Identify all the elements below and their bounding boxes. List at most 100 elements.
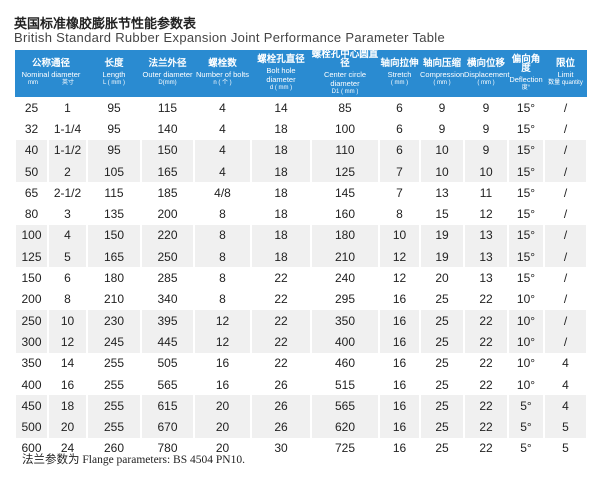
table-cell: 95 [86, 139, 142, 161]
table-cell: / [543, 118, 588, 140]
table-cell: 18 [250, 118, 312, 140]
table-row: 500 20 255 670 20 26 620 16 25 22 5° 5 [14, 416, 588, 438]
table-cell: / [543, 288, 588, 310]
table-cell: 115 [86, 182, 142, 204]
table-cell: / [543, 267, 588, 289]
table-cell: 25 [419, 309, 465, 332]
table-cell: 65 [14, 182, 49, 204]
table-cell: 16 [47, 373, 88, 396]
table-cell: 13 [463, 267, 509, 289]
table-cell: 200 [14, 288, 49, 310]
table-cell: 255 [86, 352, 142, 374]
table-cell: / [543, 97, 588, 119]
column-header: 限位 Limit 数量 quantity [544, 50, 587, 97]
table-cell: 10° [507, 373, 545, 396]
header-zh: 轴向拉伸 [380, 58, 419, 69]
table-cell: / [543, 224, 588, 247]
table-row: 400 16 255 565 16 26 515 16 25 22 10° 4 [14, 373, 588, 396]
table-cell: 10° [507, 288, 545, 310]
table-cell: 4 [193, 118, 252, 140]
table-cell: 11 [463, 182, 509, 204]
table-cell: 26 [250, 416, 312, 438]
table-cell: 1-1/4 [47, 118, 88, 140]
table-cell: 15° [507, 203, 545, 225]
table-row: 600 24 260 780 20 30 725 16 25 22 5° 5 [14, 437, 588, 460]
table-cell: 12 [193, 331, 252, 353]
table-cell: 16 [193, 373, 252, 396]
header-zh: 长度 [104, 58, 124, 69]
table-cell: 7 [378, 160, 421, 183]
table-cell: 80 [14, 203, 49, 225]
table-cell: 180 [86, 267, 142, 289]
table-cell: 22 [463, 395, 509, 417]
title-english: British Standard Rubber Expansion Joint … [14, 30, 446, 45]
table-cell: 30 [250, 437, 312, 460]
table-cell: 4 [193, 160, 252, 183]
header-zh: 螺栓孔直径 [257, 53, 305, 65]
table-cell: 450 [14, 395, 49, 417]
table-row: 50 2 105 165 4 18 125 7 10 10 15° / [14, 160, 588, 183]
table-row: 125 5 165 250 8 18 210 12 19 13 15° / [14, 246, 588, 268]
table-cell: 250 [14, 309, 49, 332]
header-en: Nominal diameter [21, 70, 81, 79]
table-cell: 565 [310, 395, 380, 417]
table-row: 65 2-1/2 115 185 4/8 18 145 7 13 11 15° / [14, 182, 588, 204]
header-unit: D(mm) [158, 80, 177, 86]
header-zh: 公称通径 [31, 58, 70, 69]
table-cell: 15° [507, 224, 545, 247]
table-cell: 6 [378, 139, 421, 161]
table-cell: 150 [140, 139, 195, 161]
table-cell: 8 [193, 288, 252, 310]
table-cell: 255 [86, 373, 142, 396]
header-en: Limit [557, 70, 574, 79]
column-header: 偏向角度 Deflection 度° [508, 50, 544, 97]
table-cell: 185 [140, 182, 195, 204]
table-cell: 13 [419, 182, 465, 204]
table-cell: 100 [14, 224, 49, 247]
table-cell: 780 [140, 437, 195, 460]
table-cell: 14 [250, 97, 312, 119]
table-cell: 9 [419, 97, 465, 119]
table-cell: 725 [310, 437, 380, 460]
table-cell: 32 [14, 118, 49, 140]
table-row: 40 1-1/2 95 150 4 18 110 6 10 9 15° / [14, 139, 588, 161]
header-unit: ( mm ) [390, 80, 409, 86]
table-cell: 4 [193, 139, 252, 161]
header-unit: L ( mm ) [102, 80, 126, 86]
table-cell: 400 [14, 373, 49, 396]
table-cell: 16 [378, 437, 421, 460]
table-cell: 15° [507, 139, 545, 161]
table-cell: 5 [47, 246, 88, 268]
table-cell: 19 [419, 224, 465, 247]
table-row: 80 3 135 200 8 18 160 8 15 12 15° / [14, 203, 588, 225]
table-cell: 5° [507, 395, 545, 417]
table-cell: 140 [140, 118, 195, 140]
table-cell: 7 [378, 182, 421, 204]
table-cell: 10 [463, 160, 509, 183]
table-cell: 16 [193, 352, 252, 374]
table-cell: 150 [14, 267, 49, 289]
table-cell: 110 [310, 139, 380, 161]
table-cell: 25 [419, 416, 465, 438]
table-cell: 25 [419, 288, 465, 310]
table-cell: 16 [378, 416, 421, 438]
table-cell: 26 [250, 395, 312, 417]
table-cell: 15 [419, 203, 465, 225]
header-en: Outer diameter [142, 70, 193, 79]
table-cell: 615 [140, 395, 195, 417]
table-cell: 135 [86, 203, 142, 225]
table-cell: 5° [507, 437, 545, 460]
header-en: Bolt hole diameter [266, 65, 296, 84]
table-cell: / [543, 331, 588, 353]
table-cell: 18 [250, 160, 312, 183]
table-cell: 250 [140, 246, 195, 268]
table-cell: 25 [419, 352, 465, 374]
header-en: Center circle diameter [323, 70, 367, 88]
table-cell: 8 [193, 246, 252, 268]
table-cell: 13 [463, 224, 509, 247]
table-cell: 9 [463, 118, 509, 140]
table-row: 250 10 230 395 12 22 350 16 25 22 10° / [14, 309, 588, 332]
table-cell: 20 [193, 395, 252, 417]
table-cell: 15° [507, 267, 545, 289]
table-cell: 565 [140, 373, 195, 396]
